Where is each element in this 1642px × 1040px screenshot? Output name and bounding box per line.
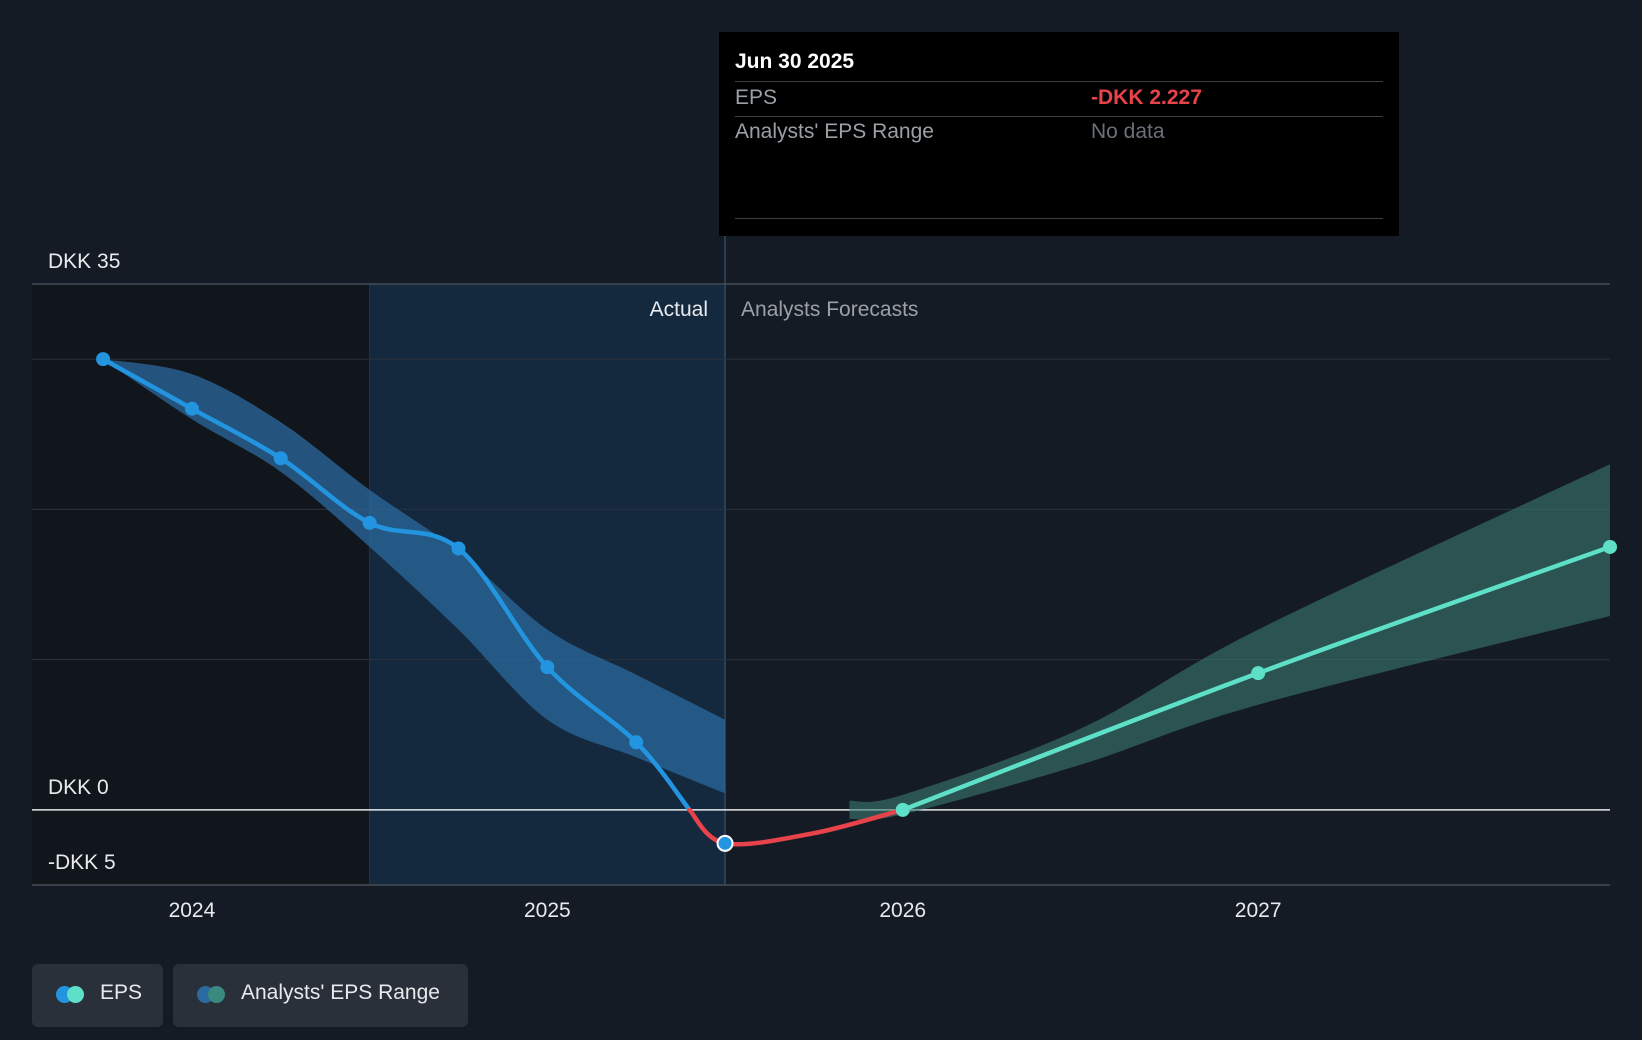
y-label-zero: DKK 0 <box>48 776 109 799</box>
actual-label: Actual <box>650 298 708 321</box>
eps-line-negative <box>687 807 905 847</box>
eps-point <box>1251 666 1266 681</box>
legend-item-eps[interactable]: EPS <box>32 964 163 1027</box>
x-tick-label: 2027 <box>1235 899 1282 922</box>
x-tick-label: 2026 <box>879 899 926 922</box>
forecast-label: Analysts Forecasts <box>741 298 918 321</box>
eps-point <box>716 834 734 852</box>
tooltip-divider <box>735 116 1383 117</box>
tooltip: Jun 30 2025 EPS -DKK 2.227 Analysts' EPS… <box>719 32 1399 236</box>
x-tick-label: 2024 <box>169 899 216 922</box>
legend-eps-label: EPS <box>100 981 143 1004</box>
legend-item-eps-range[interactable]: Analysts' EPS Range <box>173 964 468 1027</box>
eps-point <box>895 802 910 817</box>
legend-range-label: Analysts' EPS Range <box>241 981 440 1004</box>
tooltip-eps-label: EPS <box>735 86 778 109</box>
eps-range-band-actual <box>103 359 726 794</box>
tooltip-range-value: No data <box>1091 120 1165 143</box>
tooltip-divider <box>735 218 1383 219</box>
eps-legend-icon <box>56 984 96 1006</box>
eps-point <box>96 352 111 367</box>
eps-point <box>1603 539 1617 554</box>
eps-point <box>540 660 555 675</box>
y-label-bottom: -DKK 5 <box>48 851 116 874</box>
tooltip-divider <box>735 81 1383 82</box>
tooltip-range-label: Analysts' EPS Range <box>735 120 934 143</box>
range-legend-icon <box>197 984 237 1006</box>
x-tick-label: 2025 <box>524 899 571 922</box>
eps-dot-icon <box>67 986 84 1003</box>
tooltip-date: Jun 30 2025 <box>735 50 855 73</box>
tooltip-eps-value: -DKK 2.227 <box>1091 86 1202 109</box>
eps-range-band-forecast <box>849 464 1610 820</box>
eps-point <box>273 451 288 466</box>
eps-point <box>451 541 466 556</box>
y-label-top: DKK 35 <box>48 250 120 273</box>
eps-line-actual <box>100 356 692 813</box>
range-dot-icon <box>208 986 225 1003</box>
eps-point <box>362 515 377 530</box>
eps-point <box>184 401 199 416</box>
eps-point <box>629 735 644 750</box>
